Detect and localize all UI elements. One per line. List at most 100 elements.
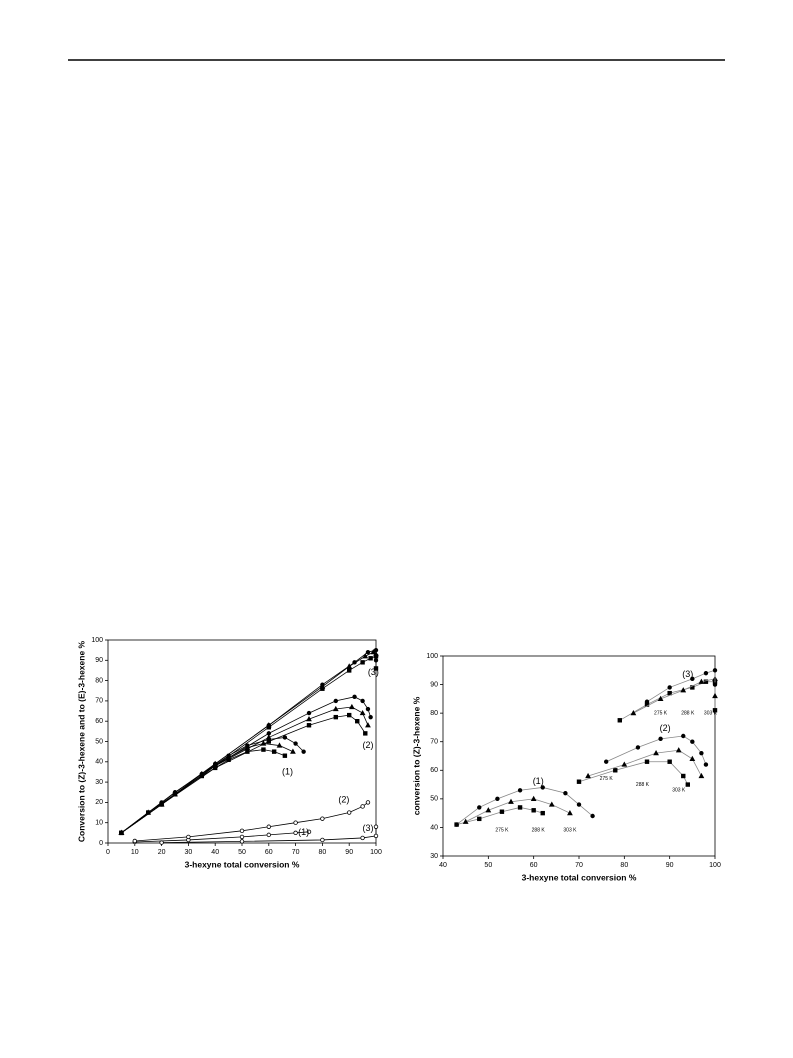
data-point (320, 682, 325, 687)
data-point (477, 805, 482, 810)
data-point (293, 830, 298, 836)
data-point (685, 782, 690, 787)
y-tick-label: 0 (99, 840, 103, 847)
data-point (282, 735, 288, 740)
data-point (531, 808, 536, 813)
data-point (499, 809, 505, 814)
data-point (306, 710, 312, 716)
annotation: 275 K (495, 828, 509, 834)
data-point (239, 828, 245, 834)
data-point (119, 830, 124, 836)
x-tick-label: 100 (370, 849, 382, 856)
x-tick-label: 60 (530, 862, 538, 869)
data-point (703, 679, 709, 684)
data-point (266, 832, 271, 838)
annotation: 288 K (532, 828, 546, 834)
data-point (347, 810, 352, 815)
data-point (658, 736, 663, 742)
y-tick-label: 80 (95, 677, 103, 684)
data-point (621, 761, 628, 767)
annotation: 275 K (600, 776, 614, 782)
data-point (617, 718, 622, 723)
data-point (365, 649, 371, 655)
x-tick-label: 30 (185, 849, 193, 856)
data-point (212, 761, 218, 767)
annotation: 303 K (704, 710, 718, 716)
data-point (355, 719, 360, 724)
y-tick-label: 50 (430, 796, 438, 803)
data-point (373, 824, 379, 829)
annotation: 275 K (654, 710, 668, 716)
y-tick-label: 10 (95, 820, 103, 827)
y-tick-label: 40 (95, 759, 103, 766)
data-point (690, 739, 695, 744)
data-point (293, 741, 298, 746)
data-point (703, 670, 709, 676)
x-tick-label: 70 (575, 862, 583, 869)
data-point (630, 710, 637, 716)
series-line (578, 761, 689, 785)
data-point (349, 703, 355, 710)
data-point (667, 759, 672, 764)
x-tick-label: 80 (319, 849, 327, 856)
y-tick-label: 80 (430, 710, 438, 717)
data-point (306, 723, 312, 728)
x-tick-label: 60 (265, 849, 273, 856)
data-point (370, 649, 377, 655)
x-tick-label: 80 (620, 862, 628, 869)
x-axis-label: 3-hexyne total conversion % (185, 859, 300, 869)
data-point (667, 685, 672, 690)
annotation: (3) (682, 669, 693, 679)
y-tick-label: 90 (95, 657, 103, 664)
y-axis-label: conversion to (Z)-3-hexene % (411, 696, 421, 815)
data-point (485, 807, 492, 813)
data-point (462, 818, 469, 824)
data-point (363, 731, 368, 736)
data-point (265, 734, 272, 740)
data-point (689, 755, 696, 761)
data-point (352, 694, 357, 700)
data-point (365, 722, 371, 728)
data-point (239, 839, 245, 844)
data-point (293, 820, 298, 825)
x-tick-label: 70 (292, 849, 300, 856)
x-tick-label: 20 (158, 849, 166, 856)
y-tick-label: 90 (430, 681, 438, 688)
data-point (360, 835, 365, 841)
data-point (276, 742, 283, 748)
data-point (454, 822, 459, 827)
annotation: 288 K (636, 782, 650, 788)
data-point (698, 772, 705, 779)
y-tick-label: 100 (91, 637, 103, 644)
data-point (373, 647, 379, 653)
data-point (282, 753, 288, 758)
data-point (576, 802, 582, 807)
annotation: (1) (282, 766, 293, 776)
data-point (530, 795, 537, 801)
data-point (266, 731, 271, 736)
annotation: 303 K (672, 788, 686, 794)
data-point (306, 716, 312, 722)
y-tick-label: 40 (430, 824, 438, 831)
y-tick-label: 70 (430, 739, 438, 746)
series-line (134, 831, 310, 843)
data-point (680, 687, 687, 693)
series-line (456, 807, 543, 825)
y-tick-label: 100 (426, 653, 438, 660)
data-point (360, 804, 365, 809)
x-tick-label: 90 (666, 862, 674, 869)
data-point (681, 733, 686, 739)
data-point (540, 785, 545, 790)
data-point (368, 714, 373, 720)
data-point (477, 816, 482, 822)
data-point (508, 798, 514, 804)
data-point (362, 653, 369, 659)
series-line (456, 787, 593, 825)
data-point (590, 813, 595, 819)
data-point (712, 692, 718, 699)
data-point (681, 773, 686, 779)
data-point (271, 749, 277, 754)
series-line (134, 802, 369, 842)
data-point (266, 739, 271, 744)
